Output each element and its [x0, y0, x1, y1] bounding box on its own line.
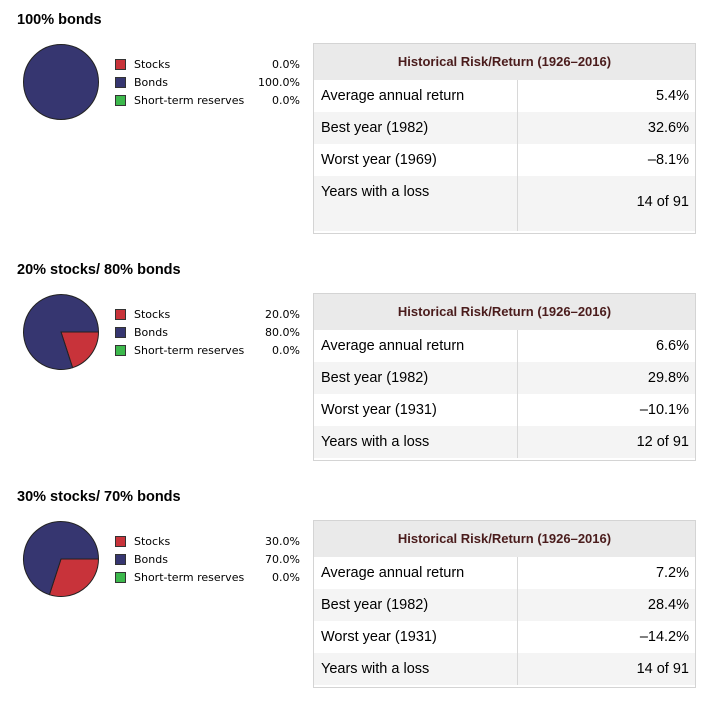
row-value: 6.6%	[655, 338, 689, 354]
legend-value: 0.0%	[272, 94, 300, 107]
reserves-swatch	[115, 572, 126, 583]
allocation-legend: Stocks 20.0% Bonds 80.0% Short-term rese…	[115, 306, 303, 360]
reserves-swatch	[115, 345, 126, 356]
table-row: Best year (1982) 29.8%	[314, 362, 695, 394]
legend-item-bonds: Bonds 100.0%	[115, 74, 303, 92]
table-row: Average annual return 7.2%	[314, 557, 695, 589]
risk-table-header: Historical Risk/Return (1926–2016)	[314, 294, 695, 330]
legend-value: 100.0%	[258, 76, 300, 89]
row-label: Worst year (1931)	[321, 621, 518, 653]
allocation-pie-chart	[23, 44, 99, 120]
allocation-legend: Stocks 0.0% Bonds 100.0% Short-term rese…	[115, 56, 303, 110]
row-label: Best year (1982)	[321, 112, 518, 144]
legend-value: 0.0%	[272, 571, 300, 584]
pie-slice-bonds	[23, 521, 100, 596]
legend-value: 30.0%	[265, 535, 300, 548]
reserves-swatch	[115, 95, 126, 106]
legend-label: Stocks	[134, 535, 171, 548]
table-row: Best year (1982) 28.4%	[314, 589, 695, 621]
risk-table-header: Historical Risk/Return (1926–2016)	[314, 521, 695, 557]
table-row: Average annual return 5.4%	[314, 80, 695, 112]
row-label: Average annual return	[321, 80, 518, 112]
table-row: Worst year (1931) –14.2%	[314, 621, 695, 653]
row-label: Worst year (1969)	[321, 144, 518, 176]
pie-slice-stocks	[48, 558, 100, 597]
row-label: Average annual return	[321, 557, 518, 589]
allocation-pie-chart	[23, 294, 100, 370]
allocation-pie-chart	[23, 521, 100, 597]
legend-value: 70.0%	[265, 553, 300, 566]
bonds-swatch	[115, 77, 126, 88]
legend-value: 0.0%	[272, 344, 300, 357]
legend-item-bonds: Bonds 80.0%	[115, 324, 303, 342]
table-row: Worst year (1969) –8.1%	[314, 144, 695, 176]
row-label: Years with a loss	[321, 176, 518, 231]
row-label: Best year (1982)	[321, 589, 518, 621]
row-value: 28.4%	[647, 597, 689, 613]
legend-value: 0.0%	[272, 58, 300, 71]
section-title: 100% bonds	[17, 12, 102, 28]
stocks-swatch	[115, 309, 126, 320]
table-row: Average annual return 6.6%	[314, 330, 695, 362]
row-label: Average annual return	[321, 330, 518, 362]
table-row: Years with a loss 12 of 91	[314, 426, 695, 458]
row-value: –10.1%	[639, 402, 689, 418]
pie-slice-stocks	[60, 331, 100, 369]
row-label: Best year (1982)	[321, 362, 518, 394]
allocation-legend: Stocks 30.0% Bonds 70.0% Short-term rese…	[115, 533, 303, 587]
table-row: Best year (1982) 32.6%	[314, 112, 695, 144]
risk-return-table: Historical Risk/Return (1926–2016) Avera…	[313, 520, 696, 688]
legend-item-bonds: Bonds 70.0%	[115, 551, 303, 569]
bonds-swatch	[115, 327, 126, 338]
legend-value: 20.0%	[265, 308, 300, 321]
row-value: 5.4%	[655, 88, 689, 104]
legend-item-stocks: Stocks 20.0%	[115, 306, 303, 324]
row-value: 14 of 91	[636, 661, 689, 677]
row-value: –8.1%	[647, 152, 689, 168]
legend-label: Stocks	[134, 58, 171, 71]
row-value: 12 of 91	[636, 434, 689, 450]
legend-item-short-term-reserves: Short-term reserves 0.0%	[115, 342, 303, 360]
stocks-swatch	[115, 536, 126, 547]
row-value: –14.2%	[639, 629, 689, 645]
table-row: Worst year (1931) –10.1%	[314, 394, 695, 426]
row-value: 29.8%	[647, 370, 689, 386]
legend-item-stocks: Stocks 30.0%	[115, 533, 303, 551]
risk-return-table: Historical Risk/Return (1926–2016) Avera…	[313, 293, 696, 461]
row-label: Years with a loss	[321, 426, 518, 458]
legend-label: Short-term reserves	[134, 94, 245, 107]
risk-table-header: Historical Risk/Return (1926–2016)	[314, 44, 695, 80]
pie-slice-bonds	[23, 44, 99, 120]
stocks-swatch	[115, 59, 126, 70]
legend-label: Bonds	[134, 326, 168, 339]
section-title: 30% stocks/ 70% bonds	[17, 489, 181, 505]
legend-label: Bonds	[134, 76, 168, 89]
legend-label: Short-term reserves	[134, 571, 245, 584]
table-row: Years with a loss 14 of 91	[314, 653, 695, 685]
legend-item-stocks: Stocks 0.0%	[115, 56, 303, 74]
legend-label: Short-term reserves	[134, 344, 245, 357]
legend-item-short-term-reserves: Short-term reserves 0.0%	[115, 569, 303, 587]
row-label: Worst year (1931)	[321, 394, 518, 426]
section-title: 20% stocks/ 80% bonds	[17, 262, 181, 278]
table-row: Years with a loss 14 of 91	[314, 176, 695, 231]
legend-item-short-term-reserves: Short-term reserves 0.0%	[115, 92, 303, 110]
row-value: 32.6%	[647, 120, 689, 136]
bonds-swatch	[115, 554, 126, 565]
legend-value: 80.0%	[265, 326, 300, 339]
row-value: 14 of 91	[636, 194, 689, 210]
row-value: 7.2%	[655, 565, 689, 581]
row-label: Years with a loss	[321, 653, 518, 685]
pie-slice-bonds	[23, 294, 100, 370]
legend-label: Bonds	[134, 553, 168, 566]
risk-return-table: Historical Risk/Return (1926–2016) Avera…	[313, 43, 696, 234]
legend-label: Stocks	[134, 308, 171, 321]
